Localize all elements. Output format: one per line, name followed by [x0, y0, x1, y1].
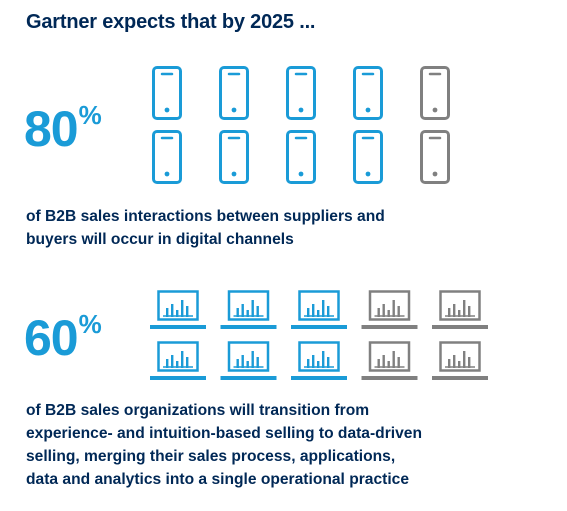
laptop-chart-icon: [150, 290, 206, 329]
stat-60-caption: of B2B sales organizations will transiti…: [26, 399, 422, 491]
laptop-chart-icon: [291, 341, 347, 380]
laptop-chart-icon: [220, 341, 277, 380]
smartphone-icon: [353, 66, 383, 120]
stat-80-value: 80: [24, 101, 79, 157]
smartphone-icon: [286, 130, 316, 184]
laptop-chart-icon: [150, 341, 206, 380]
laptop-chart-icon: [361, 290, 418, 329]
laptop-chart-icon: [361, 341, 418, 380]
caption-line: experience- and intuition-based selling …: [26, 425, 422, 442]
smartphone-icon: [420, 130, 450, 184]
laptop-chart-icon: [291, 290, 347, 329]
smartphone-icon: [353, 130, 383, 184]
caption-line: of B2B sales interactions between suppli…: [26, 208, 385, 225]
smartphone-icon: [286, 66, 316, 120]
caption-line: of B2B sales organizations will transiti…: [26, 402, 370, 419]
stat-80-caption: of B2B sales interactions between suppli…: [26, 205, 385, 251]
smartphone-pictogram: [152, 66, 450, 184]
smartphone-icon: [219, 66, 249, 120]
laptop-chart-icon: [432, 290, 488, 329]
smartphone-icon: [420, 66, 450, 120]
smartphone-icon: [152, 130, 182, 184]
smartphone-icon: [152, 66, 182, 120]
smartphone-icon: [219, 130, 249, 184]
laptop-chart-icon: [220, 290, 277, 329]
caption-line: buyers will occur in digital channels: [26, 231, 294, 248]
laptop-pictogram: [150, 290, 488, 380]
stat-80-number: 80%: [24, 101, 102, 157]
stat-60-percent-sign: %: [78, 309, 102, 339]
stat-60-number: 60%: [24, 310, 102, 366]
laptop-chart-icon: [432, 341, 488, 380]
caption-line: selling, merging their sales process, ap…: [26, 448, 396, 465]
stat-60-value: 60: [24, 310, 79, 366]
caption-line: data and analytics into a single operati…: [26, 471, 410, 488]
stat-80-percent-sign: %: [78, 100, 102, 130]
headline: Gartner expects that by 2025 ...: [26, 11, 316, 33]
